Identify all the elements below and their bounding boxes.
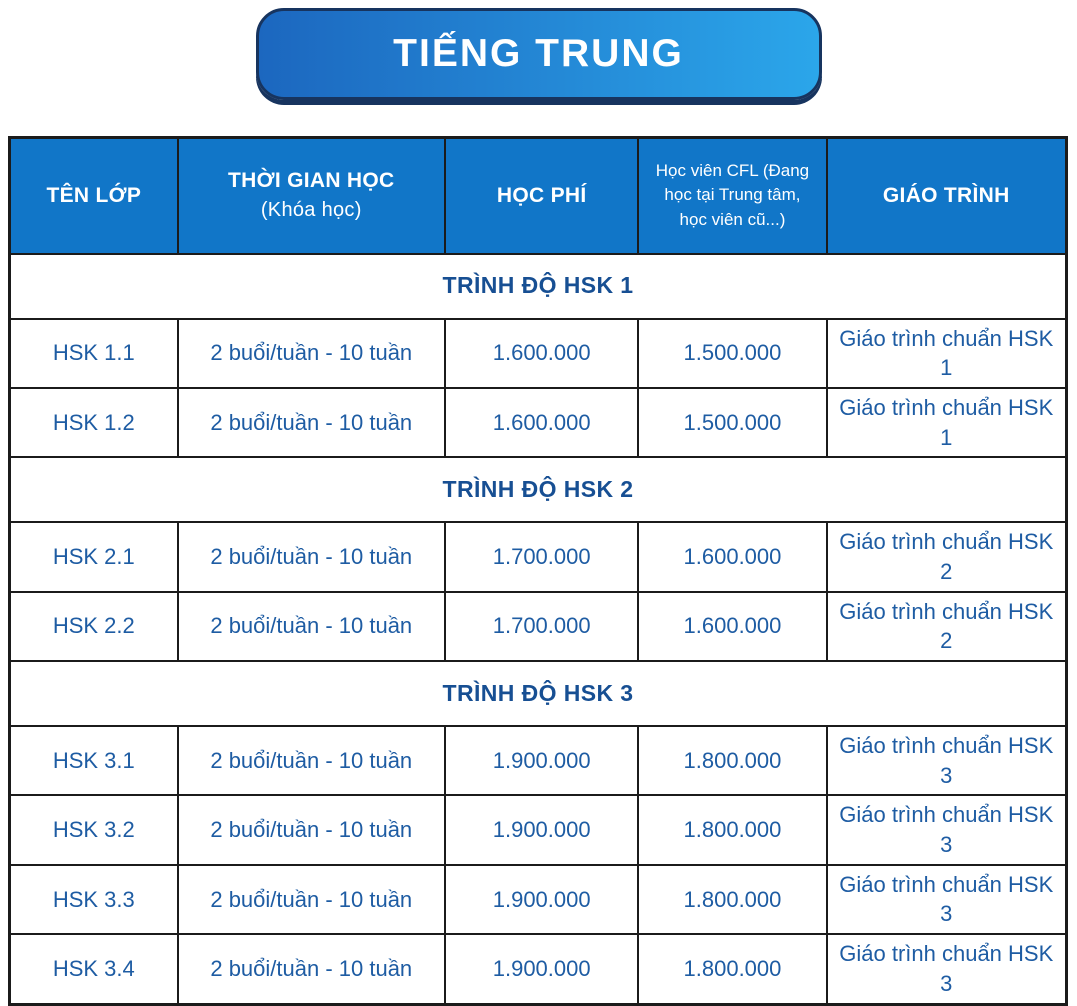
column-sublabel: (Khóa học) xyxy=(260,199,362,222)
column-header-cfl-tuition: Học viên CFL (Đang học tại Trung tâm, họ… xyxy=(637,136,828,255)
table-row: HSK 2.2 2 buổi/tuần - 10 tuần 1.700.000 1.6… xyxy=(8,590,1068,663)
class-name-cell: HSK 3.4 xyxy=(8,933,179,1005)
schedule-cell: 2 buổi/tuần - 10 tuần xyxy=(176,317,446,389)
column-header-schedule: THỜI GIAN HỌC (Khóa học) xyxy=(176,136,446,255)
schedule-cell: 2 buổi/tuần - 10 tuần xyxy=(176,724,446,797)
schedule-cell: 2 buổi/tuần - 10 tuần xyxy=(176,521,446,593)
column-label: TÊN LỚP xyxy=(46,183,142,207)
course-fee-table: TÊN LỚP THỜI GIAN HỌC (Khóa học) HỌC PHÍ Học… xyxy=(8,136,1068,1006)
schedule-cell: 2 buổi/tuần - 10 tuần xyxy=(176,863,446,936)
cfl-tuition-cell: 1.500.000 xyxy=(637,386,828,459)
cfl-tuition-cell: 1.600.000 xyxy=(637,521,828,593)
cfl-tuition-cell: 1.600.000 xyxy=(637,590,828,663)
class-name-cell: HSK 3.2 xyxy=(8,794,179,866)
schedule-cell: 2 buổi/tuần - 10 tuần xyxy=(176,794,446,866)
section-row: TRÌNH ĐỘ HSK 2 xyxy=(8,456,1068,524)
cfl-tuition-cell: 1.800.000 xyxy=(637,933,828,1005)
column-label: Học viên CFL (Đang học tại Trung tâm, họ… xyxy=(655,160,810,230)
tuition-cell: 1.700.000 xyxy=(443,521,640,593)
class-name-cell: HSK 3.1 xyxy=(8,724,179,797)
tuition-cell: 1.600.000 xyxy=(443,317,640,389)
cfl-tuition-cell: 1.500.000 xyxy=(637,317,828,389)
cfl-tuition-cell: 1.800.000 xyxy=(637,794,828,866)
tuition-cell: 1.900.000 xyxy=(443,794,640,866)
column-label: HỌC PHÍ xyxy=(496,183,587,207)
cfl-tuition-cell: 1.800.000 xyxy=(637,724,828,797)
class-name-cell: HSK 1.1 xyxy=(8,317,179,389)
table-body: TRÌNH ĐỘ HSK 1 HSK 1.1 2 buổi/tuần - 10 tu… xyxy=(8,252,1068,1005)
class-name-cell: HSK 1.2 xyxy=(8,386,179,459)
textbook-cell: Giáo trình chuẩn HSK 3 xyxy=(825,933,1068,1005)
schedule-cell: 2 buổi/tuần - 10 tuần xyxy=(176,590,446,663)
table-row: HSK 3.2 2 buổi/tuần - 10 tuần 1.900.000 1.8… xyxy=(8,794,1068,866)
page-title: TIẾNG TRUNG xyxy=(393,32,684,75)
textbook-cell: Giáo trình chuẩn HSK 2 xyxy=(825,521,1068,593)
column-header-class-name: TÊN LỚP xyxy=(8,136,179,255)
class-name-cell: HSK 2.1 xyxy=(8,521,179,593)
title-banner: TIẾNG TRUNG xyxy=(255,8,822,100)
textbook-cell: Giáo trình chuẩn HSK 1 xyxy=(825,317,1068,389)
table-row: HSK 3.1 2 buổi/tuần - 10 tuần 1.900.000 1.8… xyxy=(8,724,1068,797)
table-row: HSK 2.1 2 buổi/tuần - 10 tuần 1.700.000 1.6… xyxy=(8,521,1068,593)
textbook-cell: Giáo trình chuẩn HSK 3 xyxy=(825,863,1068,936)
class-name-cell: HSK 2.2 xyxy=(8,590,179,663)
tuition-cell: 1.900.000 xyxy=(443,933,640,1005)
section-header: TRÌNH ĐỘ HSK 3 xyxy=(8,660,1068,727)
textbook-cell: Giáo trình chuẩn HSK 3 xyxy=(825,794,1068,866)
table-row: HSK 1.1 2 buổi/tuần - 10 tuần 1.600.000 1.5… xyxy=(8,317,1068,389)
class-name-cell: HSK 3.3 xyxy=(8,863,179,936)
section-row: TRÌNH ĐỘ HSK 3 xyxy=(8,660,1068,727)
tuition-cell: 1.900.000 xyxy=(443,863,640,936)
table-row: HSK 1.2 2 buổi/tuần - 10 tuần 1.600.000 1.5… xyxy=(8,386,1068,459)
column-label: GIÁO TRÌNH xyxy=(882,183,1010,207)
textbook-cell: Giáo trình chuẩn HSK 3 xyxy=(825,724,1068,797)
cfl-tuition-cell: 1.800.000 xyxy=(637,863,828,936)
column-header-tuition: HỌC PHÍ xyxy=(443,136,640,255)
column-label: THỜI GIAN HỌC xyxy=(228,169,395,193)
table-header: TÊN LỚP THỜI GIAN HỌC (Khóa học) HỌC PHÍ Học… xyxy=(8,136,1068,255)
section-row: TRÌNH ĐỘ HSK 1 xyxy=(8,252,1068,320)
header-row: TÊN LỚP THỜI GIAN HỌC (Khóa học) HỌC PHÍ Học… xyxy=(8,136,1068,255)
table-row: HSK 3.3 2 buổi/tuần - 10 tuần 1.900.000 1.8… xyxy=(8,863,1068,936)
table-row: HSK 3.4 2 buổi/tuần - 10 tuần 1.900.000 1.8… xyxy=(8,933,1068,1005)
schedule-cell: 2 buổi/tuần - 10 tuần xyxy=(176,386,446,459)
tuition-cell: 1.600.000 xyxy=(443,386,640,459)
tuition-cell: 1.700.000 xyxy=(443,590,640,663)
textbook-cell: Giáo trình chuẩn HSK 2 xyxy=(825,590,1068,663)
textbook-cell: Giáo trình chuẩn HSK 1 xyxy=(825,386,1068,459)
section-header: TRÌNH ĐỘ HSK 1 xyxy=(8,252,1068,320)
tuition-cell: 1.900.000 xyxy=(443,724,640,797)
schedule-cell: 2 buổi/tuần - 10 tuần xyxy=(176,933,446,1005)
column-header-textbook: GIÁO TRÌNH xyxy=(825,136,1068,255)
title-banner-container: TIẾNG TRUNG xyxy=(0,0,1077,100)
section-header: TRÌNH ĐỘ HSK 2 xyxy=(8,456,1068,524)
